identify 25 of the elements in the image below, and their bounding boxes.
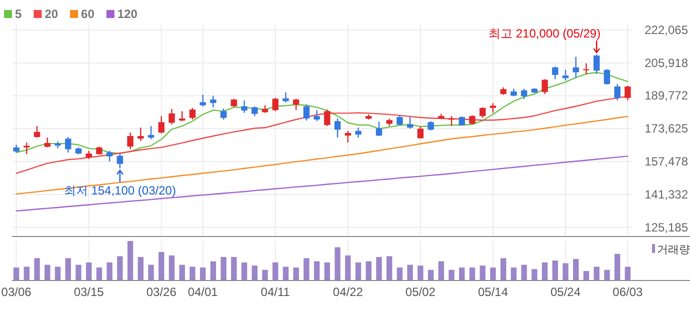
y-tick-label: 173,625 (644, 122, 688, 136)
legend-label: 60 (81, 7, 95, 21)
legend-label: 20 (44, 7, 58, 21)
y-tick-label: 205,918 (644, 56, 688, 70)
y-tick-label: 189,772 (644, 88, 688, 103)
x-tick-label: 03/15 (74, 285, 104, 299)
y-tick-label: 222,065 (644, 22, 688, 37)
line-series (16, 156, 628, 212)
x-tick-label: 03/06 (1, 285, 32, 299)
x-tick-label: 05/24 (550, 285, 581, 299)
x-tick-label: 05/02 (405, 285, 436, 299)
x-tick-label: 04/11 (260, 285, 290, 299)
legend-label: 거래량 (657, 244, 690, 256)
y-tick-label: 157,478 (644, 154, 688, 169)
line-series (16, 116, 628, 195)
x-tick-label: 04/22 (332, 285, 364, 299)
x-tick-label: 06/03 (612, 285, 644, 299)
y-tick-label: 141,332 (644, 187, 688, 202)
x-tick-label: 05/14 (478, 285, 508, 299)
legend-label: 120 (117, 7, 138, 21)
legend-label: 5 (15, 7, 22, 21)
x-tick-label: 03/26 (146, 285, 177, 299)
annotation: 최고 210,000 (05/29) (488, 26, 601, 41)
x-tick-label: 04/01 (188, 285, 218, 299)
y-tick-label: 125,185 (644, 220, 688, 234)
